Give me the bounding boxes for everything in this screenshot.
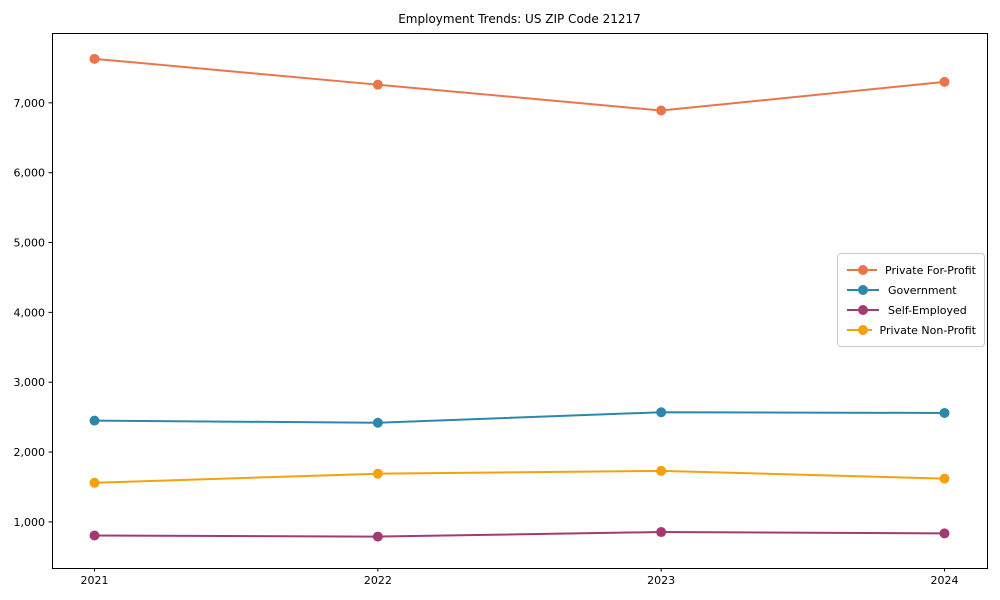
y-tick-label: 7,000 [14,97,46,110]
legend-line-marker-icon [847,265,877,275]
data-point-government-2021 [89,415,100,426]
plot-border [52,33,988,569]
data-point-private-for-profit-2024 [939,76,950,87]
legend-item-self-employed: Self-Employed [846,301,976,319]
x-tick-label: 2024 [931,574,959,587]
y-tick-label: 1,000 [14,516,46,529]
legend-line-marker-icon [847,285,879,295]
y-tick-label: 3,000 [14,376,46,389]
x-tick-label: 2022 [364,574,392,587]
series-line-private-non-profit [94,469,945,484]
data-point-self-employed-2021 [89,530,100,541]
data-point-private-for-profit-2021 [89,53,100,64]
legend-item-private-non-profit: Private Non-Profit [846,321,976,339]
data-point-private-non-profit-2022 [372,468,383,479]
series-line-government [94,411,945,424]
series-line-private-for-profit [94,57,945,112]
x-tick-label: 2023 [647,574,675,587]
y-tick-label: 2,000 [14,446,46,459]
legend-label-self-employed: Self-Employed [888,303,967,317]
y-tick-label: 4,000 [14,306,46,319]
data-point-government-2024 [939,407,950,418]
data-point-government-2023 [656,407,667,418]
data-point-private-for-profit-2022 [372,79,383,90]
series-line-self-employed [94,531,945,538]
legend-item-private-for-profit: Private For-Profit [846,261,976,279]
data-point-private-non-profit-2024 [939,473,950,484]
legend-label-government: Government [888,283,957,297]
data-point-government-2022 [372,417,383,428]
x-tick-label: 2021 [81,574,109,587]
y-tick-label: 5,000 [14,237,46,250]
legend-item-government: Government [846,281,976,299]
legend: Private For-Profit Government Self-Employe… [837,253,985,347]
legend-label-private-non-profit: Private Non-Profit [879,323,976,337]
legend-label-private-for-profit: Private For-Profit [885,263,976,277]
data-point-self-employed-2024 [939,528,950,539]
data-point-private-non-profit-2023 [656,465,667,476]
data-point-private-for-profit-2023 [656,105,667,116]
data-point-private-non-profit-2021 [89,477,100,488]
data-point-self-employed-2022 [372,531,383,542]
data-point-self-employed-2023 [656,527,667,538]
y-tick-label: 6,000 [14,167,46,180]
legend-line-marker-icon [847,305,879,315]
legend-line-marker-icon [847,325,872,335]
chart-title: Employment Trends: US ZIP Code 21217 [398,12,641,26]
